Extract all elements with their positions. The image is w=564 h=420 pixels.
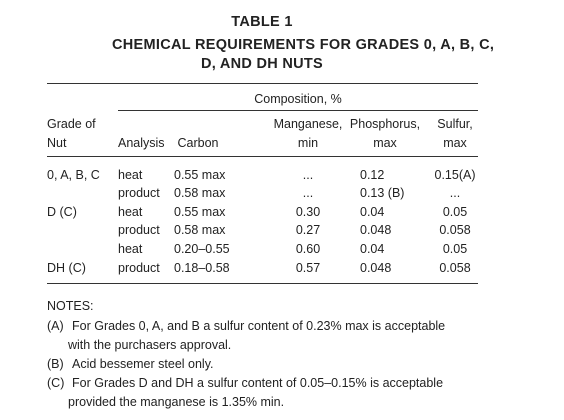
rule [47,156,478,157]
table-cell: 0.05 [442,205,468,219]
table-cell: 0.58 max [174,223,226,237]
table-cell: product [118,186,160,200]
table-cell: 0.58 max [174,186,226,200]
table-cell: 0.04 [360,205,385,219]
column-header: Nut [47,136,67,150]
table-cell: 0.55 max [174,205,226,219]
table-cell: 0.55 max [174,168,226,182]
table-cell: ... [449,186,461,200]
table-cell: 0.12 [360,168,385,182]
note-text: For Grades D and DH a sulfur content of … [72,376,444,390]
table-cell: 0.058 [439,223,471,237]
table-cell: D (C) [47,205,77,219]
table-cell: 0, A, B, C [47,168,100,182]
table-cell: product [118,223,160,237]
notes-heading: NOTES: [47,299,94,313]
column-header: Analysis [118,136,165,150]
table-cell: 0.15(A) [434,168,476,182]
table-cell: heat [118,205,143,219]
column-header: max [373,136,397,150]
table-cell: 0.048 [360,261,392,275]
table-cell: 0.30 [295,205,321,219]
column-header: min [297,136,319,150]
table-cell: DH (C) [47,261,86,275]
table-cell: 0.18–0.58 [174,261,230,275]
column-header: Sulfur, [437,117,473,131]
table-cell: 0.27 [295,223,321,237]
column-header: max [443,136,467,150]
table-cell: ... [302,168,314,182]
note-text: For Grades 0, A, and B a sulfur content … [72,319,446,333]
column-header: Grade of [47,117,96,131]
table-cell: 0.57 [295,261,321,275]
table-cell: 0.13 (B) [360,186,405,200]
table-cell: 0.058 [439,261,471,275]
rule [118,110,478,111]
title-line: TABLE 1 [231,14,293,30]
table-cell: 0.20–0.55 [174,242,230,256]
note-text: provided the manganese is 1.35% min. [68,395,285,409]
note-label: (B) [47,357,64,371]
title-line: CHEMICAL REQUIREMENTS FOR GRADES 0, A, B… [112,37,495,53]
column-header: Carbon [177,136,219,150]
note-label: (A) [47,319,64,333]
column-header: Phosphorus, [349,117,421,131]
table-cell: 0.04 [360,242,385,256]
group-header: Composition, % [254,92,342,106]
note-text: Acid bessemer steel only. [72,357,214,371]
table-cell: ... [302,186,314,200]
table-cell: heat [118,168,143,182]
table-cell: 0.05 [442,242,468,256]
rule [47,83,478,84]
note-text: with the purchasers approval. [68,338,232,352]
title-line: D, AND DH NUTS [200,56,324,72]
table-cell: product [118,261,160,275]
table-cell: 0.60 [295,242,321,256]
note-label: (C) [47,376,65,390]
column-header: Manganese, [273,117,343,131]
table-cell: heat [118,242,143,256]
table-cell: 0.048 [360,223,392,237]
rule [47,283,478,284]
